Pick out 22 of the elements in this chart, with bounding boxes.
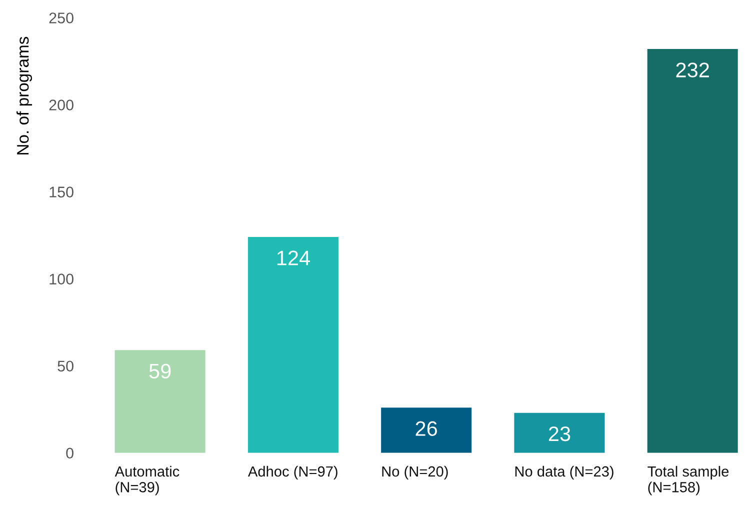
data-label: 23	[548, 426, 570, 442]
bar	[248, 237, 338, 453]
y-axis-title: No. of programs	[16, 36, 32, 154]
data-label: 124	[277, 250, 310, 266]
y-tick-label: 200	[49, 100, 74, 110]
data-label: 26	[416, 421, 437, 436]
x-tick-label: No data (N=23)	[515, 466, 614, 480]
x-tick-label: Automatic (N=39)	[114, 466, 180, 496]
x-tick-label: Total sample (N=158)	[648, 466, 729, 496]
y-tick-label: 250	[49, 12, 74, 24]
data-label: 59	[149, 364, 171, 379]
y-tick-label: 150	[50, 186, 74, 198]
bar	[381, 408, 472, 453]
x-tick-label: No (N=20)	[382, 466, 448, 480]
bar	[514, 412, 605, 453]
y-tick-label: 100	[50, 274, 74, 284]
y-tick-label: 50	[58, 360, 74, 372]
y-tick-label: 0	[66, 448, 74, 459]
data-label: 232	[676, 62, 709, 78]
x-tick-label: Adhoc (N=97)	[248, 466, 338, 480]
bar	[647, 49, 738, 453]
bar	[114, 350, 206, 453]
